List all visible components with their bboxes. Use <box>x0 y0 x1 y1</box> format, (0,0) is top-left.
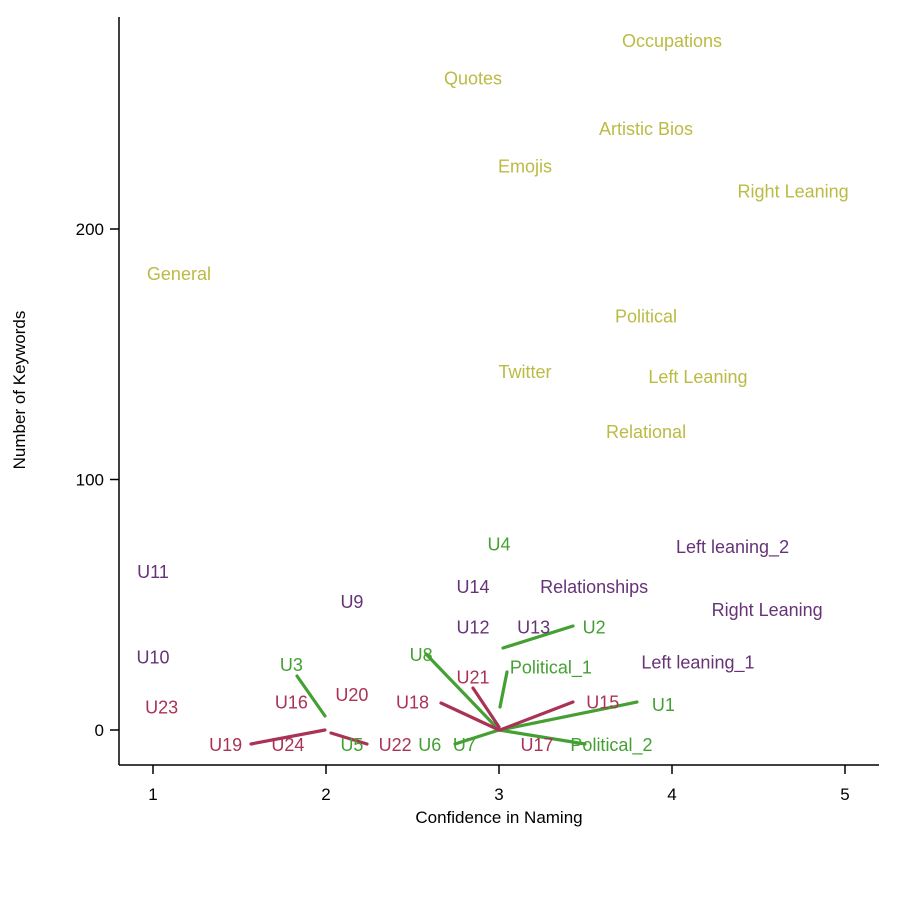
leader-u8 <box>424 652 501 732</box>
point-label-u19: U19 <box>209 735 242 755</box>
leader-u18 <box>439 701 501 732</box>
point-label-u20: U20 <box>335 685 368 705</box>
point-label-emojis: Emojis <box>498 156 552 176</box>
point-label-u9: U9 <box>340 592 363 612</box>
y-ticks: 0 100 200 <box>76 220 119 740</box>
point-label-u8: U8 <box>410 645 433 665</box>
leader-u3 <box>295 674 327 718</box>
x-ticks: 1 2 3 4 5 <box>148 765 850 804</box>
point-label-u12: U12 <box>457 617 490 637</box>
point-label-u6: U6 <box>418 735 441 755</box>
point-labels: Occupations Quotes Artistic Bios Emojis Righ… <box>136 31 848 756</box>
point-label-right-leaning: Right Leaning <box>738 181 849 201</box>
axes <box>118 17 879 766</box>
leader-lines <box>249 624 639 746</box>
point-label-u24: U24 <box>271 735 304 755</box>
point-label-u3: U3 <box>280 655 303 675</box>
point-label-u21: U21 <box>457 667 490 687</box>
point-label-u11: U11 <box>137 562 169 582</box>
point-label-u23: U23 <box>145 697 178 717</box>
point-label-twitter: Twitter <box>498 362 551 382</box>
point-label-u4: U4 <box>487 535 510 555</box>
point-label-political: Political <box>615 307 677 327</box>
point-label-u5: U5 <box>340 735 363 755</box>
point-label-relational: Relational <box>606 422 686 442</box>
point-label-u18: U18 <box>396 692 429 712</box>
leader-u21 <box>471 686 501 729</box>
leader-political-2 <box>497 728 587 746</box>
y-tick-label-0: 0 <box>95 721 104 740</box>
point-label-quotes: Quotes <box>444 69 502 89</box>
point-label-u7: U7 <box>453 735 476 755</box>
x-tick-label-5: 5 <box>840 785 849 804</box>
point-label-u22: U22 <box>379 735 412 755</box>
y-tick-label-200: 200 <box>76 220 104 239</box>
point-label-political-2: Political_2 <box>570 735 652 756</box>
point-label-u2: U2 <box>583 617 606 637</box>
point-label-u17: U17 <box>521 735 554 755</box>
point-label-left-leaning-1: Left leaning_1 <box>641 652 754 673</box>
point-label-u1: U1 <box>652 695 675 715</box>
leader-u1 <box>498 700 639 732</box>
point-label-left-leaning: Left Leaning <box>648 367 747 387</box>
x-tick-label-1: 1 <box>148 785 157 804</box>
point-label-general: General <box>147 264 211 284</box>
point-label-artistic-bios: Artistic Bios <box>599 119 693 139</box>
leader-u22 <box>329 731 369 746</box>
x-tick-label-4: 4 <box>667 785 676 804</box>
point-label-u15: U15 <box>586 692 619 712</box>
x-tick-label-3: 3 <box>494 785 503 804</box>
point-label-u16: U16 <box>275 692 308 712</box>
leader-u19 <box>249 728 327 746</box>
leader-political-1 <box>498 670 509 709</box>
point-label-political-1: Political_1 <box>510 657 592 678</box>
y-tick-label-100: 100 <box>76 471 104 490</box>
point-label-right-leaning: Right Leaning <box>712 600 823 620</box>
point-label-relationships: Relationships <box>540 577 648 597</box>
point-label-u10: U10 <box>136 647 169 667</box>
y-axis-label: Number of Keywords <box>10 311 29 470</box>
leader-u2 <box>501 624 575 650</box>
point-label-left-leaning-2: Left leaning_2 <box>676 537 789 558</box>
leader-u7 <box>453 728 501 746</box>
x-axis-label: Confidence in Naming <box>415 808 582 827</box>
point-label-u13: U13 <box>517 617 550 637</box>
x-tick-label-2: 2 <box>321 785 330 804</box>
point-label-u14: U14 <box>457 577 490 597</box>
leader-u15 <box>498 700 575 732</box>
point-label-occupations: Occupations <box>622 31 722 51</box>
